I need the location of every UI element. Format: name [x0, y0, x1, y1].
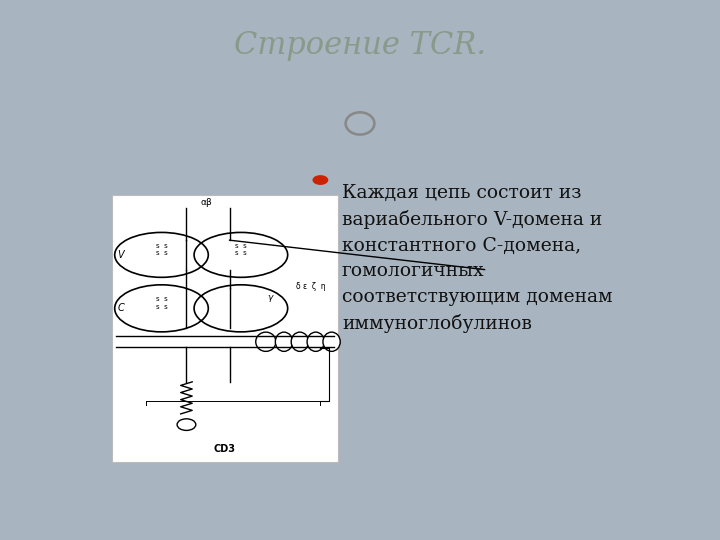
Text: s  s
s  s: s s s s — [156, 296, 167, 310]
Text: s  s
s  s: s s s s — [156, 243, 167, 256]
Ellipse shape — [291, 332, 308, 352]
Text: s  s
s  s: s s s s — [235, 243, 247, 256]
Text: δ ε  ζ  η: δ ε ζ η — [297, 282, 326, 292]
Text: Строение TCR.: Строение TCR. — [234, 30, 486, 61]
Text: V: V — [117, 250, 124, 260]
Text: Каждая цепь состоит из
вариабельного V-домена и
константного С-домена,
гомологич: Каждая цепь состоит из вариабельного V-д… — [342, 184, 613, 333]
Ellipse shape — [323, 332, 341, 352]
Text: γ: γ — [268, 293, 273, 302]
Ellipse shape — [275, 332, 292, 352]
Ellipse shape — [256, 332, 276, 352]
Text: C: C — [117, 303, 124, 313]
FancyBboxPatch shape — [112, 195, 338, 462]
Circle shape — [312, 175, 328, 185]
Text: αβ: αβ — [201, 198, 212, 207]
Text: CD3: CD3 — [214, 444, 236, 454]
Ellipse shape — [307, 332, 324, 352]
